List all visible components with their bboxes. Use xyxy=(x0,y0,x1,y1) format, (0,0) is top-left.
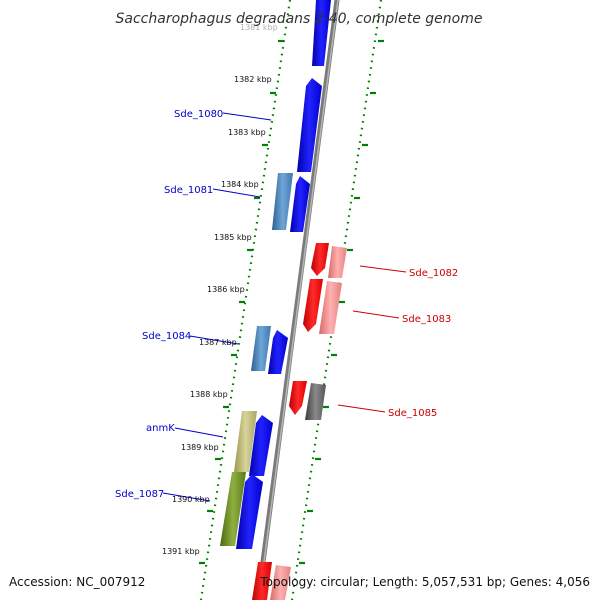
tick-label-1382: 1382 kbp xyxy=(234,75,272,84)
map-title: Saccharophagus degradans 2-40, complete … xyxy=(116,11,483,27)
accession-text: Accession: NC_007912 xyxy=(9,575,145,589)
scale-ring-inner xyxy=(199,0,292,600)
gene-feature-sde-1085-gray[interactable] xyxy=(305,383,326,420)
gene-feature-sde-1087-olive[interactable] xyxy=(220,472,246,546)
gene-label-sde-1080[interactable]: Sde_1080 xyxy=(174,109,223,120)
gene-feature-sde-1087[interactable] xyxy=(236,474,263,549)
gene-feature-sde-1083-pink[interactable] xyxy=(319,281,342,334)
tick-label-1389: 1389 kbp xyxy=(181,443,219,452)
label-leaders xyxy=(162,112,407,502)
tick-label-1385: 1385 kbp xyxy=(214,233,252,242)
tick-label-1386: 1386 kbp xyxy=(207,285,245,294)
tick-label-1388: 1388 kbp xyxy=(190,390,228,399)
gene-label-sde-1083[interactable]: Sde_1083 xyxy=(402,314,451,325)
gene-feature-sde-1080[interactable] xyxy=(297,78,322,172)
gene-feature-anmk-khaki[interactable] xyxy=(234,411,257,472)
gene-feature-sde-1082[interactable] xyxy=(311,243,329,276)
gene-feature-sde-1082-pink[interactable] xyxy=(328,246,347,278)
gene-labels: Sde_1080 Sde_1081 Sde_1082 Sde_1083 Sde_… xyxy=(115,109,458,500)
gene-feature-sde-1081-steel[interactable] xyxy=(272,173,293,230)
gene-label-sde-1084[interactable]: Sde_1084 xyxy=(142,331,191,342)
gene-feature-anmk[interactable] xyxy=(249,415,273,476)
gene-label-sde-1085[interactable]: Sde_1085 xyxy=(388,408,437,419)
gene-label-sde-1081[interactable]: Sde_1081 xyxy=(164,185,213,196)
forward-cds-track xyxy=(220,0,331,549)
gene-feature-downstream[interactable] xyxy=(252,562,272,600)
tick-label-1383: 1383 kbp xyxy=(228,128,266,137)
tick-label-1381: 1381 kbp xyxy=(240,23,278,32)
gene-feature-sde-1085[interactable] xyxy=(289,381,307,415)
gene-label-sde-1087[interactable]: Sde_1087 xyxy=(115,489,164,500)
gene-feature-upstream[interactable] xyxy=(312,0,331,66)
tick-labels: 1381 kbp 1382 kbp 1383 kbp 1384 kbp 1385… xyxy=(162,23,278,556)
gene-label-anmk[interactable]: anmK xyxy=(146,423,175,434)
gene-feature-sde-1084[interactable] xyxy=(268,330,288,374)
gene-label-sde-1082[interactable]: Sde_1082 xyxy=(409,268,458,279)
gene-feature-sde-1083[interactable] xyxy=(303,279,323,332)
reverse-cds-track xyxy=(252,243,347,600)
topology-text: Topology: circular; Length: 5,057,531 bp… xyxy=(259,575,590,589)
gene-feature-sde-1081[interactable] xyxy=(290,176,310,232)
tick-label-1390: 1390 kbp xyxy=(172,495,210,504)
tick-label-1384: 1384 kbp xyxy=(221,180,259,189)
tick-label-1391: 1391 kbp xyxy=(162,547,200,556)
gene-feature-sde-1084-steel[interactable] xyxy=(251,326,271,371)
gene-feature-downstream-pink[interactable] xyxy=(270,565,291,600)
genome-backbone xyxy=(255,0,340,600)
tick-label-1387: 1387 kbp xyxy=(199,338,237,347)
scale-ring-outer xyxy=(290,0,384,600)
